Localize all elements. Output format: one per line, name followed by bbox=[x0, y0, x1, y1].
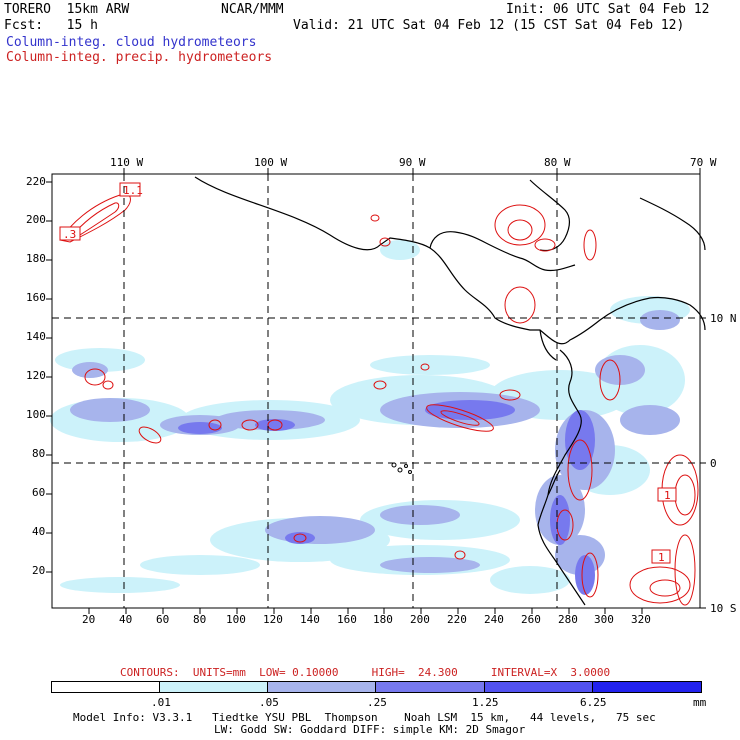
lat-label: 10 S bbox=[710, 602, 737, 615]
center-title: NCAR/MMM bbox=[221, 2, 284, 17]
y-tick-label: 60 bbox=[32, 486, 46, 499]
precip-contours bbox=[59, 193, 699, 606]
colorbar-swatch bbox=[159, 681, 268, 693]
colorbar-swatch bbox=[267, 681, 376, 693]
lon-label: 90 W bbox=[399, 156, 426, 169]
x-tick-label: 40 bbox=[119, 613, 133, 626]
lon-label: 80 W bbox=[544, 156, 571, 169]
y-tick-label: 180 bbox=[26, 252, 46, 265]
x-tick-label: 180 bbox=[373, 613, 393, 626]
x-tick-label: 240 bbox=[484, 613, 504, 626]
lat-label: 0 bbox=[710, 457, 717, 470]
contour-label: .3 bbox=[63, 228, 76, 241]
colorbar-label: .25 bbox=[367, 696, 387, 709]
x-tick-label: 200 bbox=[410, 613, 430, 626]
init-time: Init: 06 UTC Sat 04 Feb 12 bbox=[506, 2, 710, 17]
y-tick-label: 120 bbox=[26, 369, 46, 382]
model-info: Model Info: V3.3.1 Tiedtke YSU PBL Thomp… bbox=[73, 711, 656, 724]
lat-label: 10 N bbox=[710, 312, 737, 325]
colorbar-swatch bbox=[484, 681, 593, 693]
cloud-legend-line: Column-integ. cloud hydrometeors bbox=[6, 35, 257, 50]
x-tick-label: 100 bbox=[226, 613, 246, 626]
colorbar-label: .05 bbox=[259, 696, 279, 709]
lon-label: 100 W bbox=[254, 156, 288, 169]
y-tick-label: 20 bbox=[32, 564, 46, 577]
x-tick-label: 320 bbox=[631, 613, 651, 626]
x-tick-label: 280 bbox=[558, 613, 578, 626]
x-tick-label: 120 bbox=[263, 613, 283, 626]
y-tick-label: 80 bbox=[32, 447, 46, 460]
y-tick-label: 200 bbox=[26, 213, 46, 226]
contour-label: 1 bbox=[664, 489, 671, 502]
valid-time: Valid: 21 UTC Sat 04 Feb 12 (15 CST Sat … bbox=[293, 18, 685, 33]
coastlines bbox=[194, 176, 706, 606]
x-tick-label: 220 bbox=[447, 613, 467, 626]
colorbar-swatch bbox=[592, 681, 702, 693]
lon-label: 70 W bbox=[690, 156, 717, 169]
graticule bbox=[52, 174, 700, 608]
contour-label: 1 bbox=[658, 551, 665, 564]
x-tick-label: 160 bbox=[337, 613, 357, 626]
axis-ticks bbox=[46, 168, 706, 614]
x-tick-label: 140 bbox=[300, 613, 320, 626]
precip-legend-line: Column-integ. precip. hydrometeors bbox=[6, 50, 273, 65]
lon-label: 110 W bbox=[110, 156, 144, 169]
y-tick-label: 100 bbox=[26, 408, 46, 421]
contour-label: 1.1 bbox=[123, 184, 143, 197]
colorbar-label: 6.25 bbox=[580, 696, 607, 709]
colorbar-units: mm bbox=[693, 696, 707, 709]
x-tick-label: 80 bbox=[193, 613, 207, 626]
physics-info: LW: Godd SW: Goddard DIFF: simple KM: 2D… bbox=[214, 723, 526, 736]
x-tick-label: 300 bbox=[594, 613, 614, 626]
model-title: TORERO 15km ARW bbox=[4, 2, 130, 17]
colorbar-swatch bbox=[375, 681, 485, 693]
contour-labels: 1.1 .3 1 1 bbox=[59, 182, 677, 564]
forecast-hour: Fcst: 15 h bbox=[4, 18, 98, 33]
colorbar-swatch bbox=[51, 681, 160, 693]
colorbar-label: .01 bbox=[151, 696, 171, 709]
galapagos-islands bbox=[391, 462, 412, 474]
x-tick-label: 20 bbox=[82, 613, 96, 626]
y-tick-label: 220 bbox=[26, 175, 46, 188]
y-tick-label: 160 bbox=[26, 291, 46, 304]
map-frame bbox=[51, 173, 701, 609]
x-tick-label: 60 bbox=[156, 613, 170, 626]
contours-info: CONTOURS: UNITS=mm LOW= 0.10000 HIGH= 24… bbox=[120, 666, 611, 679]
y-tick-label: 40 bbox=[32, 525, 46, 538]
x-tick-label: 260 bbox=[521, 613, 541, 626]
y-tick-label: 140 bbox=[26, 330, 46, 343]
colorbar-label: 1.25 bbox=[472, 696, 499, 709]
